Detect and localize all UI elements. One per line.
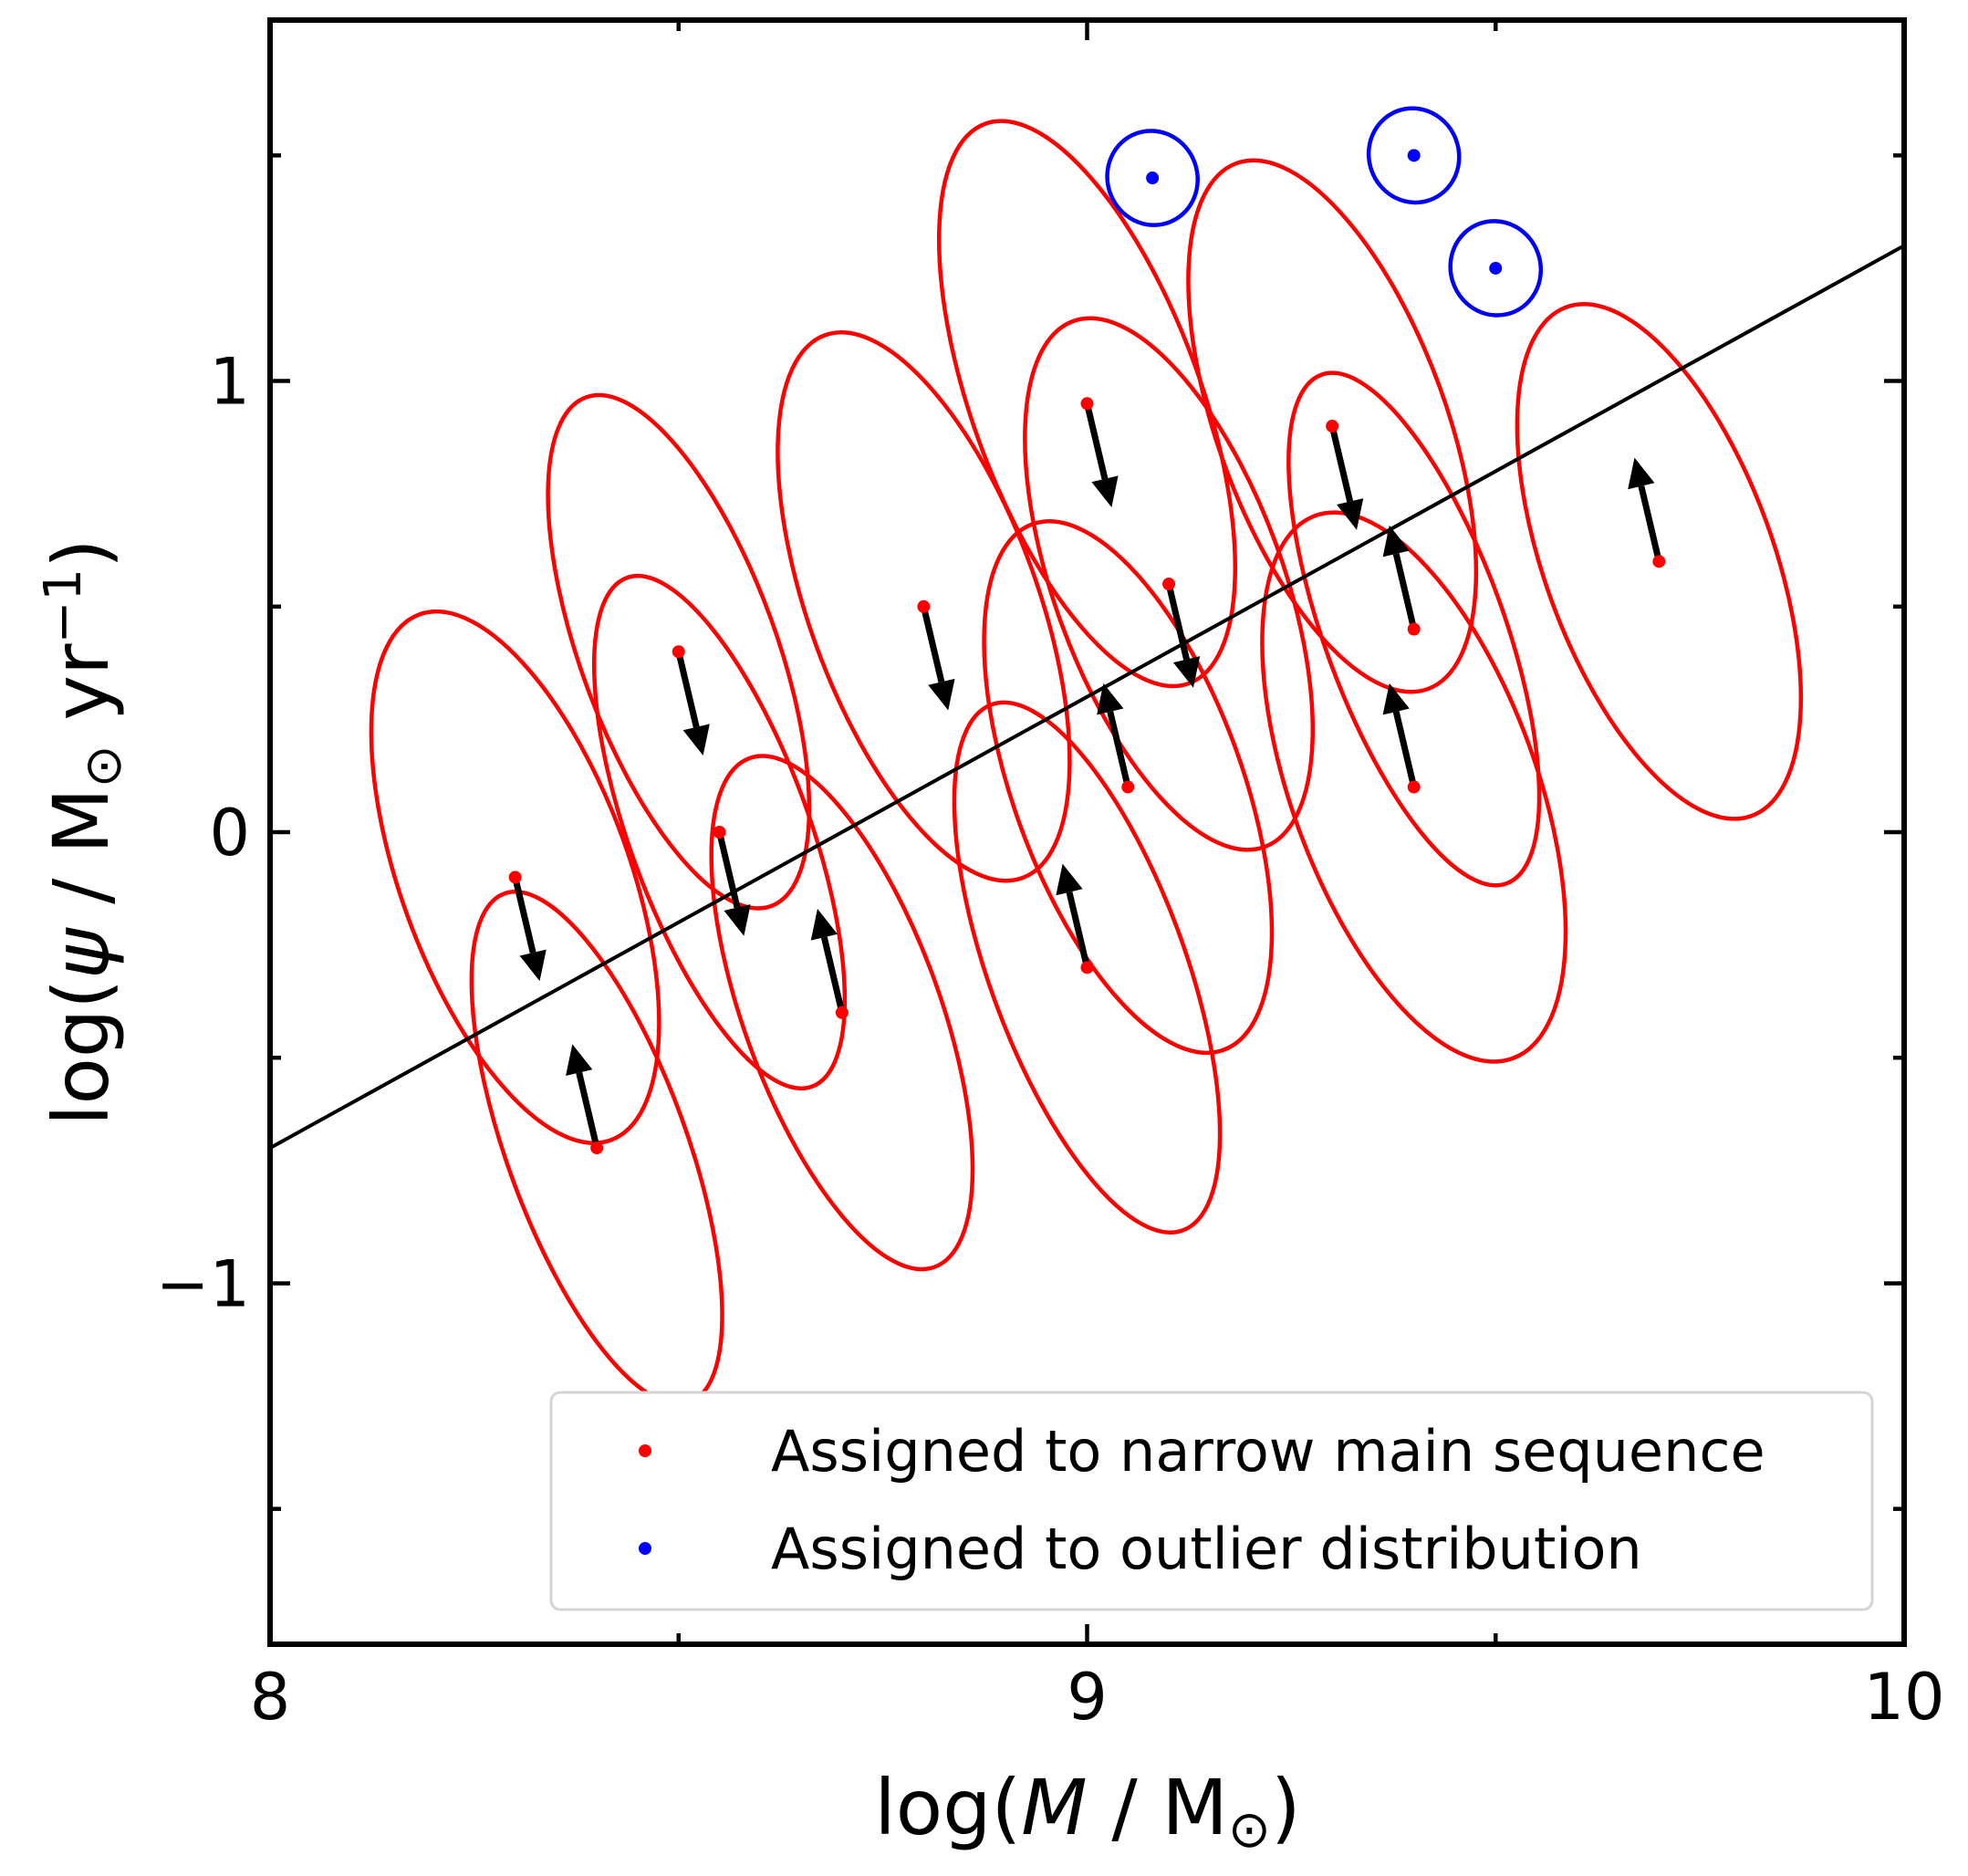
outlier-point-2 [1489,261,1503,275]
fit-line [270,244,1904,1150]
main-sequence-point-10 [1326,420,1339,433]
y-tick-label-2: 1 [209,345,250,420]
main-sequence-arrow-head-0 [519,949,547,982]
main-sequence-arrow-shaft-13 [1638,485,1662,563]
main-sequence-arrow-head-12 [1382,683,1410,715]
y-tick-label-0: −1 [156,1246,250,1321]
main-sequence-point-1 [590,1141,604,1155]
main-sequence-arrow-head-13 [1628,457,1655,490]
main-sequence-arrow-head-8 [1097,683,1124,715]
main-sequence-ellipse-3 [591,573,848,1091]
legend-box [549,1391,1874,1611]
plot-area [270,106,1904,1407]
main-sequence-arrow-shaft-5 [920,605,945,683]
main-sequence-arrow-shaft-12 [1392,711,1418,788]
main-sequence-arrow-shaft-10 [1328,425,1354,503]
tick-labels: 8 9 10 −1 0 1 [156,345,1945,1735]
outlier-ellipse-0 [1105,129,1200,227]
main-sequence-arrow-head-4 [810,909,838,941]
main-sequence-arrow-head-6 [1091,475,1119,507]
outlier-ellipse-1 [1366,106,1462,205]
main-sequence-point-5 [917,599,931,613]
outlier-ellipse-2 [1448,219,1544,318]
x-tick-label-0: 8 [250,1660,291,1735]
main-sequence-ellipse-4 [709,754,975,1272]
main-sequence-arrow-head-1 [566,1044,593,1076]
main-sequence-arrow-head-11 [1382,525,1410,558]
main-sequence-point-3 [713,826,726,839]
main-sequence-ellipse-5 [776,330,1072,883]
x-tick-label-1: 9 [1067,1660,1108,1735]
legend: Assigned to narrow main sequence Assigne… [549,1391,1874,1611]
main-sequence-point-11 [1407,622,1421,636]
main-sequence-point-8 [1121,780,1135,794]
x-tick-label-2: 10 [1863,1660,1944,1735]
outlier-point-1 [1407,149,1421,162]
main-sequence-arrow-shaft-6 [1084,402,1109,480]
main-sequence-arrow-head-3 [724,904,751,936]
main-sequence-ellipse-6 [936,119,1238,689]
main-sequence-ellipse-12 [1260,510,1568,1064]
main-sequence-arrow-head-7 [1056,863,1083,896]
main-sequence-point-6 [1080,397,1094,411]
legend-marker-outlier [639,1542,651,1555]
main-sequence-ellipse-10 [1186,158,1479,694]
x-axis-label: log(M / M⊙) [874,1763,1300,1860]
main-sequence-arrow-shaft-7 [1066,891,1090,969]
main-sequence-point-0 [508,870,522,884]
outlier-point-0 [1146,172,1160,185]
main-sequence-point-9 [1162,578,1176,591]
main-sequence-point-2 [672,645,685,659]
main-sequence-arrow-shaft-3 [716,831,741,909]
main-sequence-ellipse-13 [1515,302,1804,821]
main-sequence-arrow-shaft-9 [1165,583,1190,661]
main-sequence-point-12 [1407,780,1421,794]
main-sequence-arrow-head-2 [682,724,710,756]
main-sequence-arrow-head-10 [1337,498,1364,530]
plot-frame [267,17,1907,1647]
main-sequence-ellipse-2 [546,392,812,911]
main-sequence-ellipse-11 [1286,370,1542,888]
main-sequence-arrow-shaft-2 [675,651,700,728]
main-sequence-point-7 [1080,961,1094,974]
main-sequence-arrow-head-9 [1172,656,1201,688]
main-sequence-point-13 [1652,555,1666,568]
legend-label-outlier: Assigned to outlier distribution [771,1516,1642,1582]
main-sequence-ellipse-7 [952,700,1223,1235]
main-sequence-ellipse-9 [1023,316,1316,852]
main-sequence-arrow-shaft-4 [820,936,846,1014]
y-tick-label-1: 0 [209,796,250,870]
main-sequence-arrow-shaft-11 [1392,553,1418,631]
main-sequence-arrow-head-5 [928,678,955,711]
main-sequence-point-4 [835,1006,849,1019]
main-sequence-arrow-shaft-8 [1107,711,1131,788]
y-axis-label: log(ψ / M⊙ yr−1) [34,538,133,1126]
legend-label-main-sequence: Assigned to narrow main sequence [771,1418,1765,1485]
main-sequence-arrow-shaft-0 [512,876,536,954]
legend-marker-main-sequence [639,1444,651,1457]
main-sequence-arrow-shaft-1 [576,1071,600,1149]
main-sequence-ellipse-0 [369,609,661,1145]
